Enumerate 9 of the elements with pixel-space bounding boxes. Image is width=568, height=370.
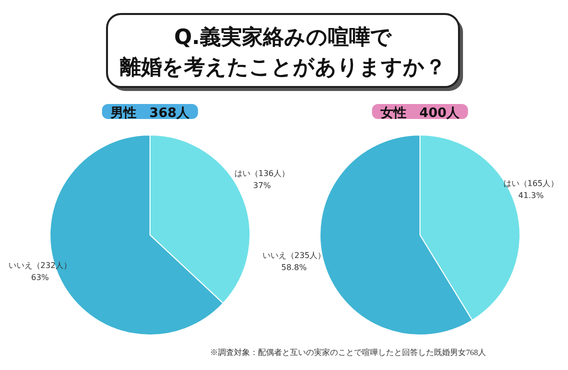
slice-label: はい（136人） 37% xyxy=(234,169,290,190)
text: Q.義実家絡みの喧嘩で xyxy=(174,25,392,49)
chart-subtitle: 女性 400人 xyxy=(379,106,461,121)
slice-label: はい（165人） 41.3% xyxy=(503,179,559,200)
text: ※調査対象：配偶者と互いの実家のことで喧嘩したと回答した既婚男女768人 xyxy=(210,348,486,357)
chart-subtitle: 男性 368人 xyxy=(109,106,191,121)
slice-label: いいえ（232人） 63% xyxy=(8,261,72,282)
text: 離婚を考えたことがありますか？ xyxy=(119,55,446,79)
slice-label: いいえ（235人） 58.8% xyxy=(262,251,326,272)
